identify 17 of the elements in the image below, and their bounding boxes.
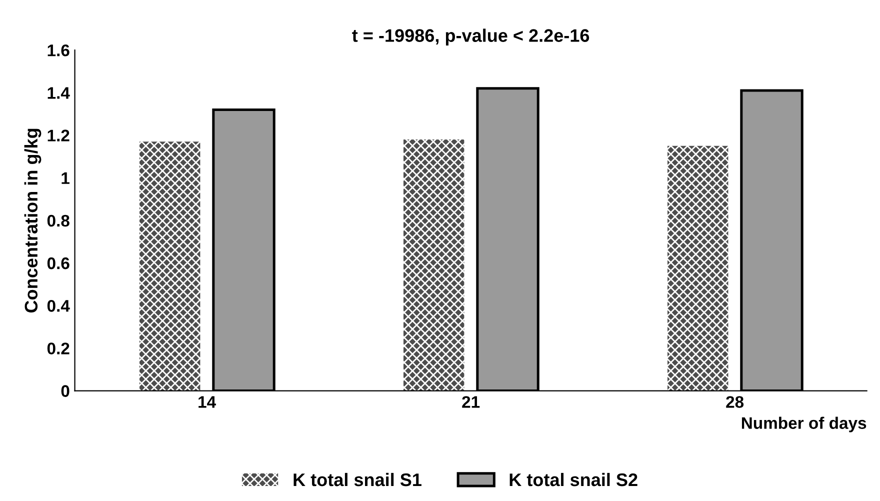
y-tick-label: 0 — [61, 385, 70, 397]
x-tick-label: 14 — [198, 396, 216, 408]
y-tick-label: 1.4 — [48, 87, 70, 99]
x-tick-label: 28 — [726, 396, 744, 408]
y-tick-label: 0.6 — [47, 257, 70, 270]
y-tick-label: 1.6 — [48, 44, 70, 56]
y-tick-label: 0.2 — [47, 342, 70, 354]
legend-label: K total snail S2 — [510, 472, 638, 486]
x-tick-label: 21 — [462, 396, 480, 408]
y-tick-label: 0.4 — [47, 300, 70, 312]
chart-title: t = -19986, p-value < 2.2e-16 — [352, 28, 590, 46]
y-axis-title: Concentration in g/kg — [24, 128, 42, 312]
x-axis-title: Number of days — [742, 416, 866, 432]
y-tick-label: 1.2 — [48, 130, 70, 142]
legend-label: K total snail S1 — [294, 472, 422, 486]
y-tick-label: 0.8 — [47, 214, 70, 227]
y-tick-label: 1 — [62, 172, 70, 184]
